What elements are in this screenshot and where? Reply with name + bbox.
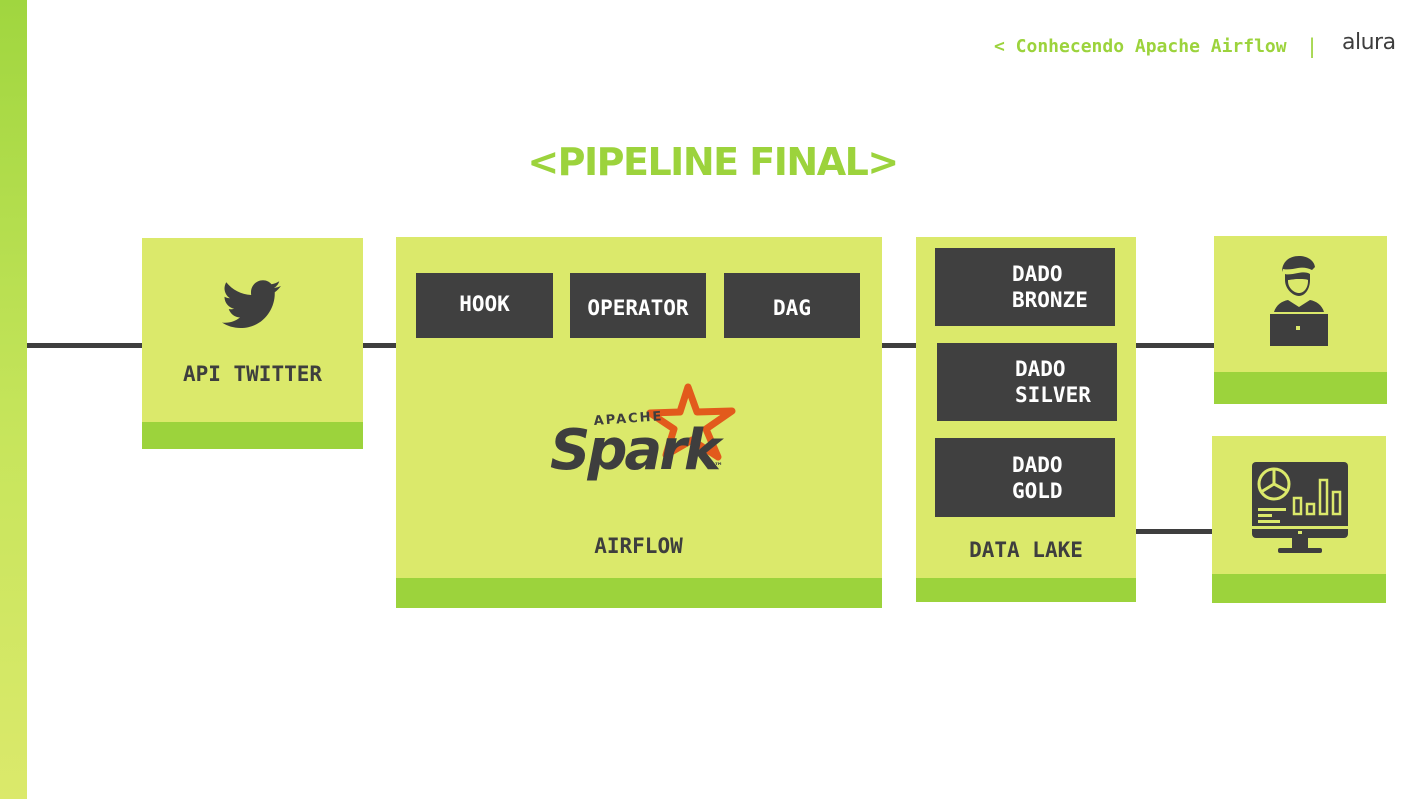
datalake-footer: [916, 578, 1136, 602]
apache-spark-logo: APACHE Spark ™: [550, 383, 736, 483]
silver-line2: SILVER: [1015, 383, 1091, 407]
alura-logo: alura: [1342, 30, 1396, 55]
gold-line1: DADO: [1012, 453, 1063, 477]
bronze-line1: DADO: [1012, 262, 1063, 286]
breadcrumb: < Conhecendo Apache Airflow: [994, 36, 1287, 57]
user-node: [1214, 236, 1387, 404]
user-laptop-icon: [1270, 256, 1328, 346]
airflow-label: AIRFLOW: [594, 534, 683, 558]
gold-line2: GOLD: [1012, 479, 1063, 503]
connector-line-datalake-dashboard: [1136, 529, 1212, 534]
user-footer: [1214, 372, 1387, 404]
dag-box: DAG: [724, 273, 860, 338]
dashboard-footer: [1212, 574, 1386, 603]
spark-tm-text: ™: [714, 462, 723, 472]
api-twitter-label: API TWITTER: [182, 362, 323, 386]
dado-silver-box: DADO SILVER: [937, 343, 1117, 421]
hook-box: HOOK: [416, 273, 553, 338]
side-accent-bar: [0, 0, 27, 799]
datalake-label: DATA LAKE: [969, 538, 1083, 562]
silver-line1: DADO: [1015, 357, 1066, 381]
api-twitter-node: API TWITTER: [142, 238, 363, 449]
dashboard-monitor-icon: [1252, 462, 1348, 553]
page-title-text: <PIPELINE FINAL>: [527, 140, 899, 184]
bronze-line2: BRONZE: [1012, 288, 1088, 312]
dado-bronze-box: DADO BRONZE: [935, 248, 1115, 326]
airflow-node: HOOK OPERATOR DAG APACHE Spark ™ AIRFLOW: [396, 237, 882, 608]
dag-label: DAG: [773, 295, 811, 320]
spark-star-icon: [646, 383, 736, 461]
dado-gold-box: DADO GOLD: [935, 438, 1115, 517]
connector-line-datalake-user: [1136, 343, 1214, 348]
airflow-footer: [396, 578, 882, 608]
api-twitter-footer: [142, 422, 363, 449]
dashboard-node: [1212, 436, 1386, 603]
connector-line-airflow-datalake: [882, 343, 916, 348]
page-title: <PIPELINE FINAL>: [0, 140, 1421, 184]
connector-line-start: [27, 343, 142, 348]
operator-box: OPERATOR: [570, 273, 706, 338]
datalake-node: DADO BRONZE DADO SILVER DADO GOLD DATA L…: [916, 237, 1136, 602]
twitter-bird-icon: [222, 280, 281, 328]
connector-line-api-airflow: [363, 343, 396, 348]
header-separator: |: [1306, 34, 1319, 58]
spark-big-text: Spark: [550, 418, 725, 483]
hook-label: HOOK: [459, 291, 510, 316]
operator-label: OPERATOR: [587, 295, 689, 320]
apache-small-text: APACHE: [593, 409, 664, 429]
